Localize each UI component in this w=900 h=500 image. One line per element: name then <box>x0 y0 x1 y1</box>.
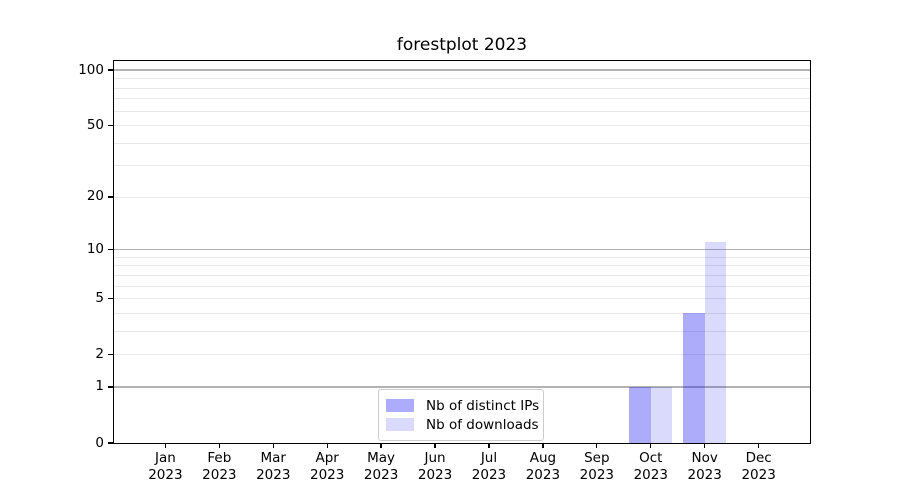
x-tick-label-dec: Dec 2023 <box>741 450 776 483</box>
x-tick-mark-mar <box>272 443 274 448</box>
gridline-minor-4 <box>114 312 810 314</box>
x-tick-mark-nov <box>704 443 706 448</box>
x-tick-mark-oct <box>650 443 652 448</box>
bar-nb-of-distinct-ips-oct <box>629 386 651 443</box>
x-tick-label-jul: Jul 2023 <box>471 450 507 483</box>
gridline-minor-70 <box>114 98 810 100</box>
gridline-minor-2 <box>114 354 810 356</box>
gridline-minor-30 <box>114 165 810 167</box>
x-tick-mark-aug <box>542 443 544 448</box>
x-tick-mark-may <box>380 443 382 448</box>
x-tick-label-jun: Jun 2023 <box>417 450 453 483</box>
x-tick-label-apr: Apr 2023 <box>310 450 345 483</box>
gridline-minor-3 <box>114 330 810 332</box>
y-tick-label-2: 2 <box>95 345 104 362</box>
legend-label-downloads: Nb of downloads <box>426 416 539 433</box>
gridline-minor-90 <box>114 78 810 80</box>
x-tick-label-feb: Feb 2023 <box>202 450 237 483</box>
gridline-decade-100 <box>114 69 810 71</box>
x-tick-mark-jul <box>488 443 490 448</box>
x-tick-label-may: May 2023 <box>363 450 399 483</box>
chart-title: forestplot 2023 <box>396 35 528 55</box>
legend-swatch-downloads <box>386 418 414 431</box>
gridline-minor-9 <box>114 256 810 258</box>
y-tick-label-10: 10 <box>86 240 104 257</box>
y-tick-label-20: 20 <box>86 188 104 205</box>
y-tick-label-0: 0 <box>95 434 104 451</box>
y-tick-label-100: 100 <box>78 61 104 78</box>
y-tick-mark-20 <box>108 196 113 198</box>
gridline-minor-20 <box>114 196 810 198</box>
y-tick-mark-50 <box>108 124 113 126</box>
y-tick-label-1: 1 <box>95 378 104 395</box>
plot-area <box>114 61 810 443</box>
y-tick-label-50: 50 <box>86 116 104 133</box>
gridline-minor-8 <box>114 265 810 267</box>
gridline-minor-7 <box>114 274 810 276</box>
legend-label-distinct-ips: Nb of distinct IPs <box>426 397 540 414</box>
x-tick-mark-jan <box>164 443 167 448</box>
bar-nb-of-downloads-nov <box>704 242 727 443</box>
gridline-decade-1 <box>114 386 810 388</box>
gridline-minor-50 <box>114 125 810 127</box>
x-tick-label-jan: Jan 2023 <box>148 450 183 483</box>
legend-entry-downloads: Nb of downloads <box>386 415 539 434</box>
y-tick-mark-0 <box>108 442 113 444</box>
gridline-minor-40 <box>114 142 810 144</box>
gridline-decade-10 <box>114 248 810 250</box>
gridline-minor-5 <box>114 298 810 300</box>
gridline-minor-60 <box>114 110 810 112</box>
legend: Nb of distinct IPs Nb of downloads <box>378 389 544 441</box>
x-tick-label-sep: Sep 2023 <box>579 450 614 483</box>
x-tick-mark-apr <box>326 443 328 448</box>
x-tick-mark-feb <box>218 443 220 448</box>
x-tick-mark-jun <box>434 443 436 448</box>
y-tick-mark-10 <box>108 248 113 250</box>
y-tick-mark-100 <box>108 69 113 71</box>
gridline-minor-80 <box>114 87 810 89</box>
legend-entry-distinct-ips: Nb of distinct IPs <box>386 396 539 415</box>
x-tick-label-mar: Mar 2023 <box>256 450 291 483</box>
x-tick-label-oct: Oct 2023 <box>633 450 668 483</box>
y-tick-label-5: 5 <box>95 289 104 306</box>
gridline-minor-6 <box>114 285 810 287</box>
bar-nb-of-distinct-ips-nov <box>683 312 705 443</box>
y-tick-mark-5 <box>108 297 113 299</box>
x-tick-label-aug: Aug 2023 <box>525 450 561 483</box>
y-tick-mark-1 <box>108 386 113 388</box>
legend-swatch-distinct-ips <box>386 399 414 412</box>
bar-nb-of-downloads-oct <box>650 386 673 443</box>
y-tick-mark-2 <box>108 353 113 355</box>
x-tick-label-nov: Nov 2023 <box>687 450 722 483</box>
x-tick-mark-sep <box>596 443 598 448</box>
x-tick-mark-dec <box>757 443 760 448</box>
